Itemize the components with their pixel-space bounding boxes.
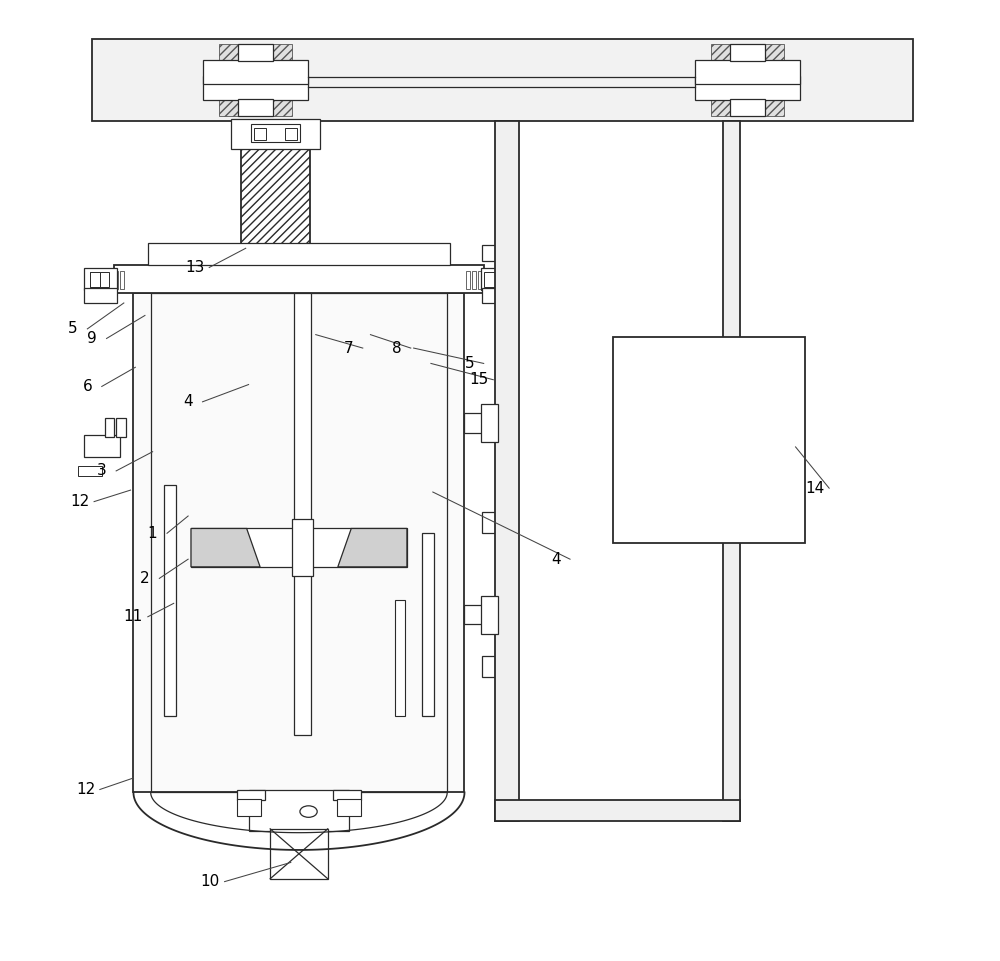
Bar: [151, 293, 447, 793]
Text: 1: 1: [148, 526, 157, 541]
Text: 15: 15: [469, 372, 489, 387]
Bar: [481, 596, 498, 634]
Bar: [78, 466, 102, 476]
Text: 10: 10: [201, 875, 220, 889]
Bar: [114, 271, 118, 288]
Bar: [495, 121, 519, 821]
Bar: [254, 129, 266, 140]
Bar: [292, 519, 313, 577]
Text: 11: 11: [124, 609, 143, 625]
Bar: [267, 258, 284, 298]
Bar: [90, 272, 109, 286]
Bar: [482, 245, 511, 260]
Text: 5: 5: [464, 356, 474, 371]
Bar: [249, 791, 349, 830]
Bar: [695, 61, 800, 85]
Bar: [466, 271, 470, 288]
Bar: [84, 287, 117, 303]
Bar: [484, 271, 488, 288]
Bar: [422, 533, 434, 716]
Bar: [613, 336, 805, 543]
Bar: [478, 271, 482, 288]
Bar: [472, 271, 476, 288]
Bar: [481, 268, 514, 289]
Bar: [114, 264, 484, 293]
Text: 2: 2: [140, 571, 150, 586]
Bar: [84, 435, 120, 456]
Bar: [238, 44, 273, 62]
Text: 8: 8: [392, 340, 401, 356]
Bar: [97, 271, 101, 288]
Bar: [695, 76, 800, 100]
Bar: [237, 800, 261, 816]
Bar: [108, 271, 112, 288]
Bar: [219, 44, 248, 116]
Bar: [105, 418, 114, 437]
Bar: [238, 99, 273, 116]
Bar: [203, 76, 308, 100]
Bar: [464, 413, 495, 432]
Bar: [395, 601, 405, 716]
Bar: [90, 272, 100, 286]
Text: 5: 5: [68, 321, 78, 336]
Bar: [489, 271, 493, 288]
Text: 13: 13: [185, 260, 205, 275]
Bar: [203, 61, 308, 85]
Ellipse shape: [300, 806, 317, 817]
Bar: [464, 605, 495, 625]
Bar: [730, 44, 765, 62]
Polygon shape: [338, 529, 407, 567]
Text: 14: 14: [805, 480, 824, 496]
Bar: [103, 271, 107, 288]
Bar: [116, 418, 126, 437]
Text: 12: 12: [70, 494, 89, 509]
Bar: [730, 99, 765, 116]
Bar: [482, 287, 511, 303]
Bar: [711, 44, 740, 116]
Bar: [263, 44, 292, 116]
Text: 9: 9: [87, 331, 97, 346]
Bar: [285, 129, 297, 140]
Bar: [92, 39, 913, 121]
Bar: [482, 656, 511, 678]
Bar: [241, 121, 310, 259]
Bar: [337, 800, 361, 816]
Bar: [148, 243, 450, 264]
Bar: [120, 271, 124, 288]
Polygon shape: [191, 529, 260, 567]
Bar: [482, 512, 511, 533]
Bar: [723, 121, 740, 821]
Text: 12: 12: [76, 782, 95, 797]
Bar: [484, 272, 503, 286]
Bar: [84, 268, 117, 289]
Bar: [191, 529, 407, 567]
Text: 4: 4: [183, 394, 193, 409]
Bar: [481, 404, 498, 442]
Bar: [251, 125, 300, 142]
Bar: [133, 293, 464, 793]
Text: 6: 6: [82, 379, 92, 394]
Bar: [294, 293, 311, 735]
Text: 3: 3: [97, 463, 107, 479]
Bar: [495, 801, 740, 821]
Bar: [231, 119, 320, 149]
Bar: [164, 485, 176, 716]
Bar: [270, 828, 328, 878]
Bar: [740, 54, 755, 107]
Bar: [248, 54, 263, 107]
Bar: [333, 791, 361, 801]
Text: 4: 4: [551, 552, 560, 567]
Bar: [229, 248, 322, 269]
Bar: [755, 44, 784, 116]
Bar: [237, 791, 265, 801]
Text: 7: 7: [344, 340, 353, 356]
